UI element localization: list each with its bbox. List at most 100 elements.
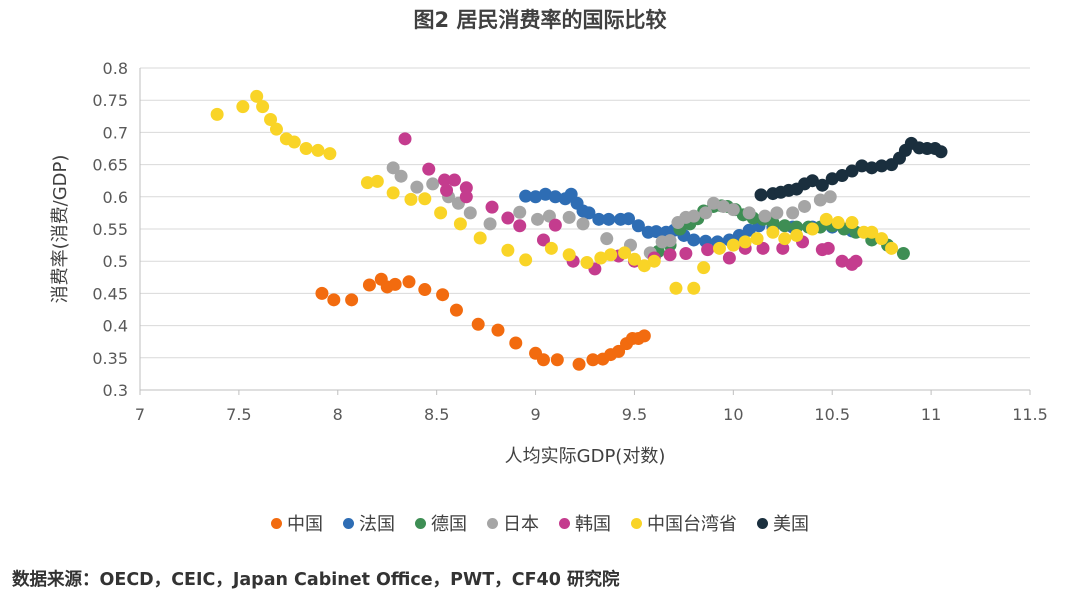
data-point-series-3-0 (386, 161, 400, 175)
data-point-series-5-9 (311, 143, 325, 157)
legend-marker-dot-icon (487, 517, 498, 529)
data-point-series-5-47 (885, 241, 899, 255)
legend-label: 中国台湾省 (647, 514, 737, 535)
data-point-series-5-1 (236, 100, 250, 114)
data-point-series-4-6 (459, 190, 473, 204)
data-point-series-1-19 (687, 233, 701, 247)
data-point-series-5-34 (726, 238, 740, 252)
y-tick-label: 0.65 (92, 156, 128, 175)
tick-labels: 0.3 0.35 0.4 0.45 0.5 0.55 0.6 0.65 0.7 0.75 0.8 7 7… (92, 59, 1047, 424)
data-point-series-5-33 (712, 241, 726, 255)
data-point-series-4-9 (513, 219, 527, 233)
data-point-series-0-13 (509, 336, 523, 350)
data-point-series-2-14 (778, 219, 792, 233)
data-point-series-6-9 (835, 169, 849, 183)
data-point-series-3-31 (823, 190, 837, 204)
y-tick-label: 0.5 (103, 252, 128, 271)
legend-marker-dot-icon (343, 517, 354, 529)
data-point-series-4-18 (679, 246, 693, 260)
data-point-series-3-28 (786, 206, 800, 220)
data-point-series-5-46 (875, 232, 889, 246)
data-point-series-4-22 (756, 241, 770, 255)
data-point-series-6-13 (875, 159, 889, 173)
legend-item-4: 韩国 (559, 510, 611, 536)
data-point-series-3-21 (699, 206, 713, 220)
data-point-series-1-24 (742, 223, 756, 237)
data-point-series-5-36 (750, 232, 764, 246)
data-point-series-5-4 (264, 113, 278, 127)
data-point-series-5-32 (697, 261, 711, 275)
x-tick-label: 8 (333, 405, 343, 424)
y-tick-label: 0.55 (92, 220, 128, 239)
data-point-series-3-23 (716, 199, 730, 213)
legend-label: 法国 (359, 514, 395, 535)
y-axis-title: 消费率(消费/GDP) (50, 155, 71, 304)
y-tick-label: 0.7 (103, 123, 128, 142)
data-point-series-4-19 (701, 243, 715, 257)
y-tick-label: 0.3 (103, 381, 128, 400)
data-point-series-1-9 (592, 212, 606, 226)
series-3 (386, 161, 837, 260)
data-point-series-4-7 (485, 200, 499, 214)
x-tick-label: 7 (135, 405, 145, 424)
legend-label: 中国 (287, 514, 323, 535)
data-point-series-0-7 (402, 275, 416, 289)
x-tick-label: 8.5 (424, 405, 449, 424)
x-tick-label: 11 (921, 405, 941, 424)
data-point-series-5-28 (637, 259, 651, 273)
data-point-series-5-19 (501, 243, 515, 257)
data-point-series-4-0 (398, 132, 412, 146)
data-point-series-1-3 (548, 190, 562, 204)
data-point-series-5-27 (627, 252, 641, 266)
data-point-series-5-40 (805, 222, 819, 236)
y-tick-label: 0.4 (103, 317, 128, 336)
legend-item-5: 中国台湾省 (631, 510, 737, 536)
data-point-series-5-26 (618, 246, 632, 260)
data-point-series-3-30 (813, 193, 827, 207)
y-tick-label: 0.6 (103, 188, 128, 207)
data-point-series-1-2 (538, 187, 552, 201)
data-point-series-3-11 (562, 210, 576, 224)
data-point-series-5-41 (819, 212, 833, 226)
data-point-series-5-8 (299, 142, 313, 155)
data-point-series-6-12 (865, 161, 879, 175)
data-point-series-0-0 (315, 286, 329, 300)
data-point-series-3-17 (663, 234, 677, 248)
data-point-series-0-2 (345, 293, 359, 307)
data-point-series-5-25 (604, 248, 618, 262)
data-point-series-0-17 (572, 357, 586, 371)
x-axis-title: 人均实际GDP(对数) (505, 446, 666, 467)
y-tick-label: 0.45 (92, 284, 128, 303)
data-point-series-3-1 (394, 169, 408, 183)
data-point-series-6-10 (845, 164, 859, 178)
data-point-series-3-6 (463, 206, 477, 220)
x-tick-label: 9 (530, 405, 540, 424)
data-point-series-1-1 (529, 190, 543, 204)
data-point-series-5-5 (269, 122, 283, 136)
legend-item-3: 日本 (487, 510, 539, 536)
data-point-series-5-45 (865, 225, 879, 239)
data-point-series-0-10 (449, 303, 463, 317)
legend-marker-dot-icon (631, 517, 642, 529)
data-point-series-5-22 (562, 248, 576, 262)
legend-label: 德国 (431, 514, 467, 535)
data-point-series-5-24 (594, 251, 608, 265)
data-point-series-3-12 (576, 217, 590, 231)
legend-marker-dot-icon (559, 517, 570, 529)
data-point-series-4-20 (722, 251, 736, 265)
data-point-series-5-43 (845, 216, 859, 230)
data-point-series-5-0 (210, 107, 224, 121)
data-point-series-4-5 (459, 181, 473, 195)
data-point-series-5-38 (778, 232, 792, 246)
y-tick-label: 0.35 (92, 349, 128, 368)
data-point-series-5-12 (370, 174, 384, 188)
data-points (210, 89, 948, 371)
data-point-series-5-23 (580, 255, 594, 269)
data-point-series-3-13 (600, 232, 614, 246)
data-point-series-5-17 (453, 217, 467, 231)
data-point-series-6-7 (815, 178, 829, 192)
data-point-series-5-21 (544, 241, 558, 255)
data-point-series-5-7 (287, 135, 301, 149)
data-point-series-4-11 (548, 218, 562, 232)
